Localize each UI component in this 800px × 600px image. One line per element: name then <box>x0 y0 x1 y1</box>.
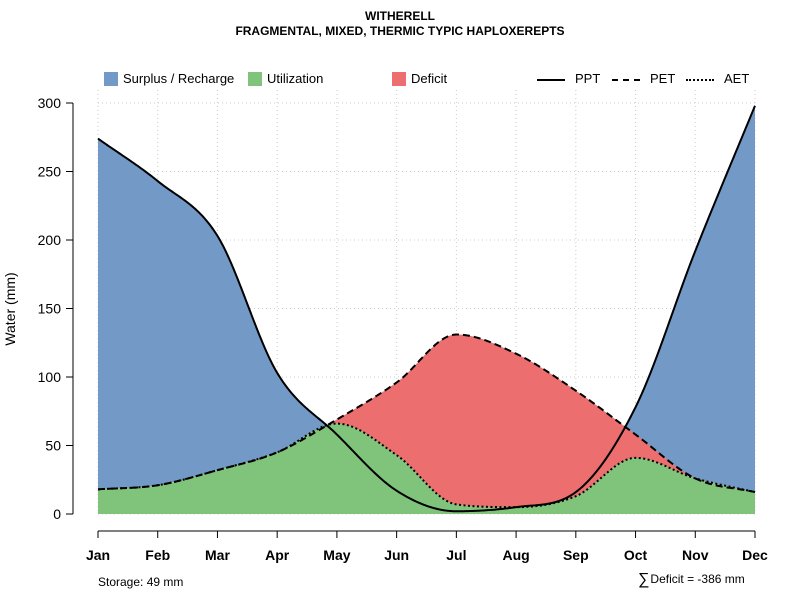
legend-swatch-utilization <box>248 72 262 86</box>
x-tick-label-sep: Sep <box>563 547 589 563</box>
legend-label-utilization: Utilization <box>267 71 324 86</box>
y-tick-label-200: 200 <box>38 232 62 248</box>
legend-label-surplus: Surplus / Recharge <box>123 71 235 86</box>
x-tick-label-oct: Oct <box>624 547 648 563</box>
series-lines <box>97 105 756 513</box>
legend-label-ppt: PPT <box>575 71 601 86</box>
legend-line-pet <box>612 79 640 81</box>
x-tick-label-apr: Apr <box>265 547 290 563</box>
y-tick-label-100: 100 <box>38 369 62 385</box>
chart-subtitle: FRAGMENTAL, MIXED, THERMIC TYPIC HAPLOXE… <box>235 24 565 38</box>
y-axis-label: Water (mm) <box>2 272 18 345</box>
y-tick-label-300: 300 <box>38 95 62 111</box>
legend-line-ppt <box>537 79 565 81</box>
legend-line-aet <box>686 79 714 81</box>
y-tick-label-150: 150 <box>38 301 62 317</box>
x-tick-label-nov: Nov <box>682 547 709 563</box>
legend-swatch-deficit <box>392 72 406 86</box>
deficit-annotation: ∑Deficit = -386 mm <box>638 571 745 589</box>
y-tick-label-50: 50 <box>45 438 61 454</box>
sum-symbol: ∑ <box>638 571 650 588</box>
area-regions <box>98 105 755 514</box>
y-tick-label-250: 250 <box>38 164 62 180</box>
chart-title: WITHERELL <box>365 9 435 23</box>
deficit-annotation-text: Deficit = -386 mm <box>650 572 745 586</box>
x-tick-label-jul: Jul <box>446 547 466 563</box>
storage-annotation: Storage: 49 mm <box>98 575 184 589</box>
x-tick-label-may: May <box>323 547 350 563</box>
legend-swatch-surplus <box>104 72 118 86</box>
legend-label-pet: PET <box>650 71 676 86</box>
x-tick-label-mar: Mar <box>205 547 230 563</box>
legend-label-aet: AET <box>724 71 750 86</box>
y-tick-label-0: 0 <box>53 506 61 522</box>
aet-line <box>97 422 756 509</box>
legend-label-deficit: Deficit <box>411 71 448 86</box>
ppt-line <box>97 105 756 513</box>
deficit-area <box>98 334 755 508</box>
pet-line <box>97 333 756 494</box>
x-tick-label-jun: Jun <box>384 547 409 563</box>
utilization-area <box>98 423 755 514</box>
axes: 0 50 100 150 200 250 300 Jan Feb Mar Apr May Jun Jul A… <box>38 95 768 563</box>
x-tick-label-feb: Feb <box>145 547 170 563</box>
x-tick-label-dec: Dec <box>742 547 768 563</box>
x-tick-label-aug: Aug <box>502 547 529 563</box>
x-tick-label-jan: Jan <box>86 547 110 563</box>
